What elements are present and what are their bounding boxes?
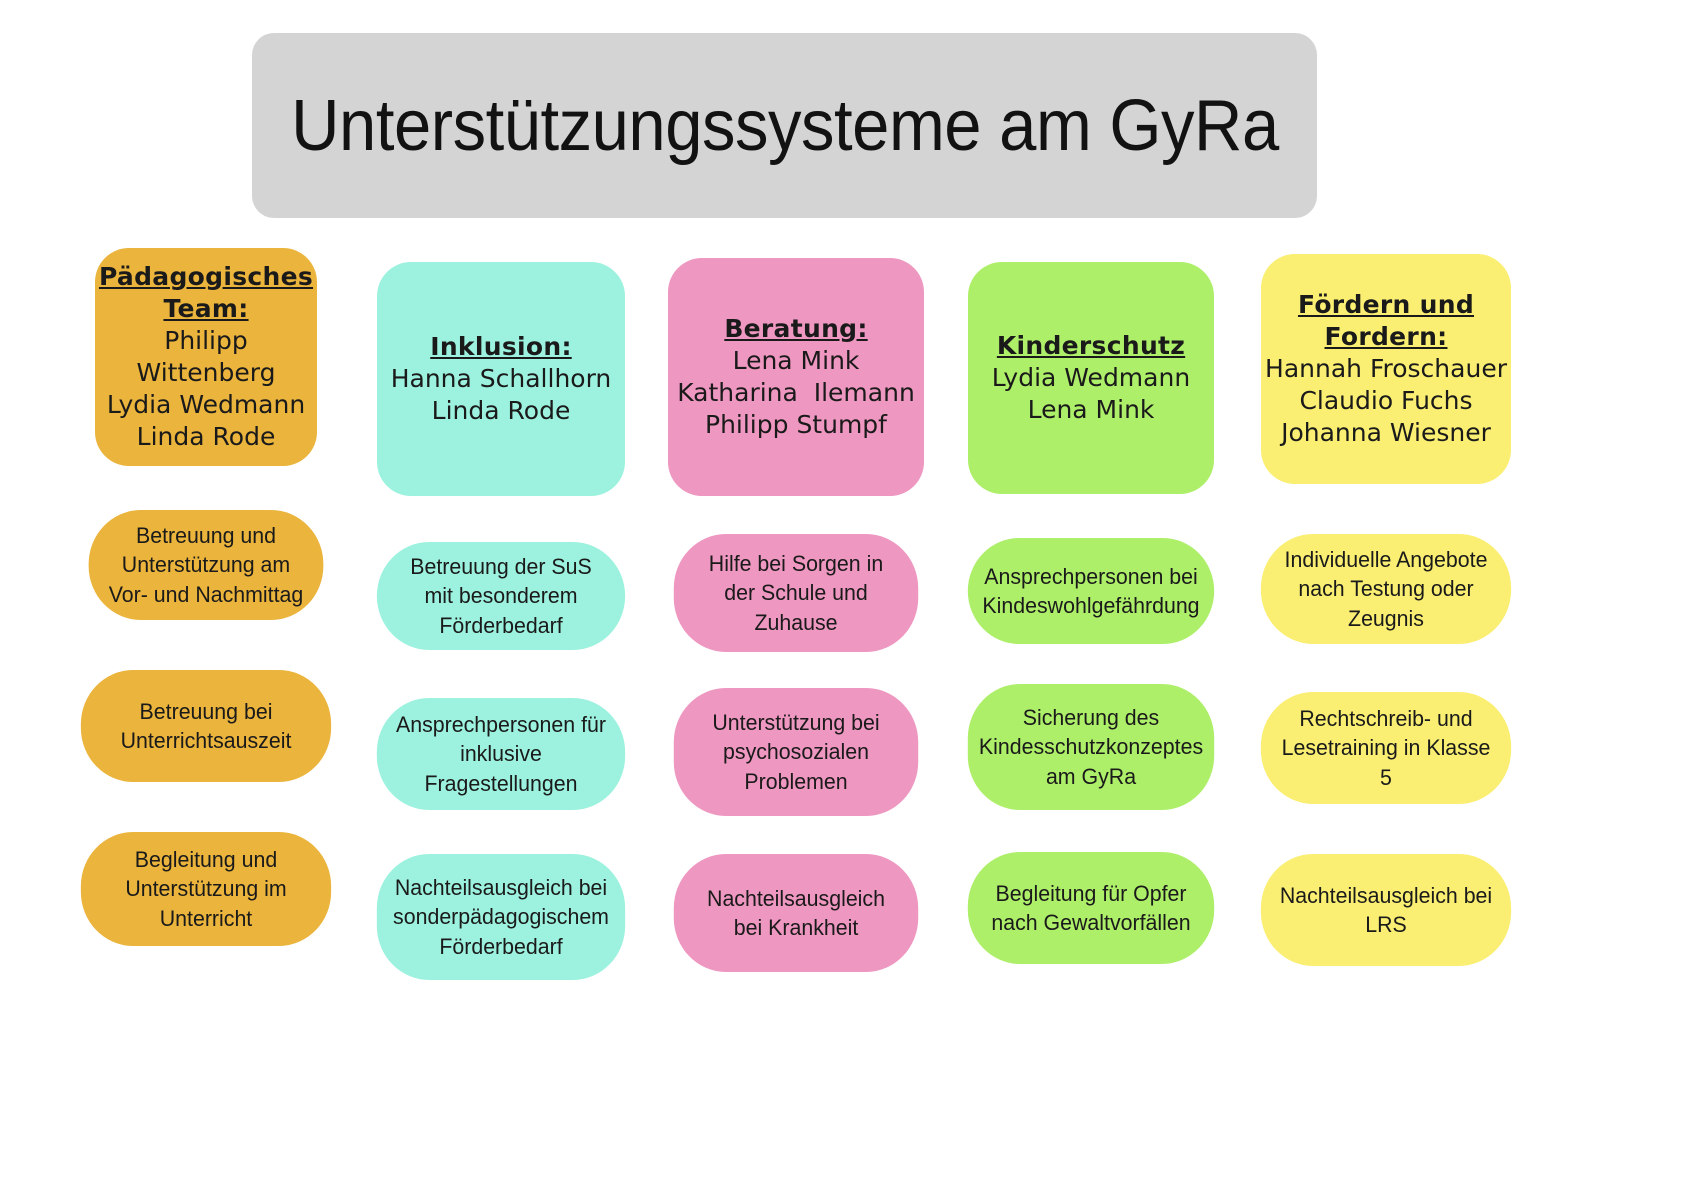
- header-person: Hannah Froschauer: [1265, 354, 1507, 383]
- header-title-line: Fordern:: [1324, 322, 1448, 351]
- task-pill[interactable]: Begleitung für Opfer nach Gewaltvorfälle…: [967, 852, 1215, 964]
- columns-container: Pädagogisches Team: Philipp Wittenberg L…: [0, 248, 1684, 1008]
- header-person: Wittenberg: [136, 358, 276, 387]
- header-person: Lena Mink: [732, 346, 860, 375]
- header-title-line: Kinderschutz: [996, 331, 1186, 360]
- task-pill[interactable]: Begleitung und Unterstützung im Unterric…: [80, 832, 332, 946]
- header-card-beratung[interactable]: Beratung: Lena Mink Katharina Ilemann Ph…: [668, 258, 924, 496]
- header-card-inklusion[interactable]: Inklusion: Hanna Schallhorn Linda Rode: [377, 262, 625, 496]
- header-card-kinderschutz[interactable]: Kinderschutz Lydia Wedmann Lena Mink: [968, 262, 1214, 494]
- task-pill[interactable]: Unterstützung bei psychosozialen Problem…: [673, 688, 919, 816]
- header-title-line: Team:: [163, 294, 249, 323]
- task-pill[interactable]: Betreuung der SuS mit besonderem Förderb…: [376, 542, 626, 650]
- header-title-line: Fördern und: [1297, 290, 1475, 319]
- header-person: Philipp Stumpf: [705, 410, 887, 439]
- header-person: Lydia Wedmann: [991, 363, 1191, 392]
- task-pill[interactable]: Nachteilsausgleich bei LRS: [1260, 854, 1512, 966]
- header-person: Linda Rode: [136, 422, 276, 451]
- column-foerdern-und-fordern: Fördern und Fordern: Hannah Froschauer C…: [1248, 248, 1524, 1008]
- column-inklusion: Inklusion: Hanna Schallhorn Linda Rode B…: [363, 248, 639, 1008]
- page-title: Unterstützungssysteme am GyRa: [290, 85, 1279, 166]
- task-pill[interactable]: Nachteilsausgleich bei Krankheit: [673, 854, 919, 972]
- header-title-line: Inklusion:: [430, 332, 572, 361]
- column-kinderschutz: Kinderschutz Lydia Wedmann Lena Mink Ans…: [953, 248, 1229, 1008]
- task-pill[interactable]: Sicherung des Kindesschutzkonzeptes am G…: [967, 684, 1215, 810]
- header-person: Claudio Fuchs: [1299, 386, 1473, 415]
- task-pill[interactable]: Betreuung und Unterstützung am Vor- und …: [88, 510, 324, 620]
- header-person: Katharina Ilemann: [677, 378, 915, 407]
- header-card-paedagogisches-team[interactable]: Pädagogisches Team: Philipp Wittenberg L…: [95, 248, 317, 466]
- header-title-line: Pädagogisches: [98, 262, 314, 291]
- header-person: Philipp: [164, 326, 248, 355]
- task-pill[interactable]: Nachteilsausgleich bei sonderpädagogisch…: [376, 854, 626, 980]
- header-person: Lydia Wedmann: [106, 390, 306, 419]
- title-banner: Unterstützungssysteme am GyRa: [252, 33, 1317, 218]
- header-title-line: Beratung:: [724, 314, 868, 343]
- header-person: Johanna Wiesner: [1281, 418, 1491, 447]
- task-pill[interactable]: Rechtschreib- und Lesetraining in Klasse…: [1260, 692, 1512, 804]
- header-card-foerdern-und-fordern[interactable]: Fördern und Fordern: Hannah Froschauer C…: [1261, 254, 1511, 484]
- header-person: Lena Mink: [1027, 395, 1155, 424]
- task-pill[interactable]: Ansprechpersonen bei Kindeswohlgefährdun…: [967, 538, 1215, 644]
- header-person: Hanna Schallhorn: [390, 364, 612, 393]
- column-paedagogisches-team: Pädagogisches Team: Philipp Wittenberg L…: [68, 248, 344, 1008]
- column-beratung: Beratung: Lena Mink Katharina Ilemann Ph…: [658, 248, 934, 1008]
- task-pill[interactable]: Individuelle Angebote nach Testung oder …: [1260, 534, 1512, 644]
- task-pill[interactable]: Hilfe bei Sorgen in der Schule und Zuhau…: [673, 534, 919, 652]
- task-pill[interactable]: Betreuung bei Unterrichtsauszeit: [80, 670, 332, 782]
- header-person: Linda Rode: [431, 396, 571, 425]
- task-pill[interactable]: Ansprechpersonen für inklusive Fragestel…: [376, 698, 626, 810]
